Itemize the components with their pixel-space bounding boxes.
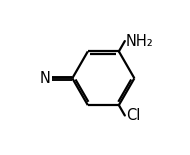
Text: N: N — [40, 71, 51, 86]
Text: Cl: Cl — [126, 108, 140, 123]
Text: NH₂: NH₂ — [126, 34, 154, 49]
